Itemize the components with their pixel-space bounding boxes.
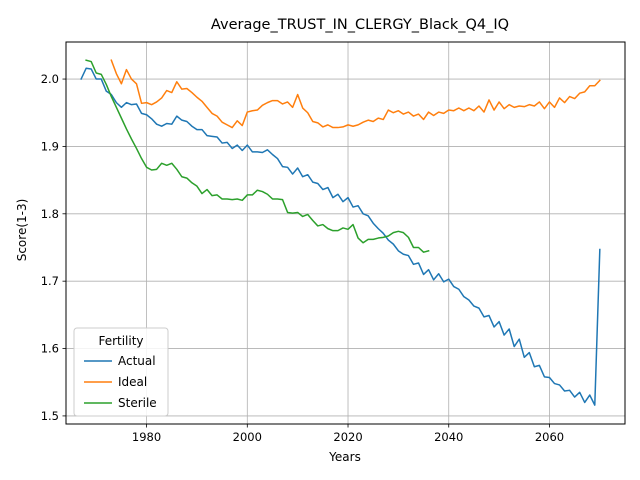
- axis-ticks: 1980 2000 2020 2040 2060 1.5 1.6 1.7 1.8 1.9 2.0: [41, 72, 564, 444]
- y-axis-title: Score(1-3): [15, 199, 29, 262]
- legend-label-actual: Actual: [118, 354, 156, 368]
- legend-box: [73, 327, 169, 417]
- x-tick-label: 1980: [132, 430, 161, 444]
- x-tick-label: 2020: [333, 430, 362, 444]
- grid-lines: [66, 42, 625, 424]
- x-tick-label: 2060: [535, 430, 564, 444]
- plot-frame: [65, 41, 626, 425]
- y-tick-label: 1.7: [41, 274, 59, 288]
- chart-title: Average_TRUST_IN_CLERGY_Black_Q4_IQ: [211, 17, 509, 33]
- y-tick-label: 2.0: [41, 72, 59, 86]
- x-axis-title: Years: [328, 450, 361, 464]
- series-line-ideal: [110, 59, 601, 129]
- x-tick-label: 2000: [233, 430, 262, 444]
- x-tick-label: 2040: [434, 430, 463, 444]
- y-tick-label: 1.8: [41, 207, 59, 221]
- series-line-actual: [80, 67, 601, 406]
- series-line-sterile: [85, 59, 430, 253]
- legend: Fertility Actual Ideal Sterile: [73, 327, 169, 417]
- legend-label-ideal: Ideal: [118, 375, 147, 389]
- legend-label-sterile: Sterile: [118, 396, 157, 410]
- series-lines: [80, 59, 601, 406]
- y-tick-label: 1.6: [41, 342, 59, 356]
- y-tick-label: 1.9: [41, 139, 59, 153]
- y-tick-label: 1.5: [41, 409, 59, 423]
- legend-title: Fertility: [98, 334, 143, 348]
